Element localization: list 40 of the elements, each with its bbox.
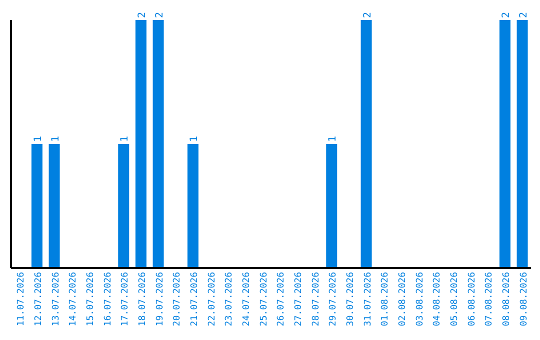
x-tick-label: 03.08.2026 [415,272,426,326]
x-tick-label: 22.07.2026 [207,272,218,326]
x-tick-label: 11.07.2026 [16,272,27,326]
x-tick-label: 28.07.2026 [311,272,322,326]
data-label: 1 [328,136,339,142]
x-tick-label: 08.08.2026 [502,272,512,326]
data-label: 2 [518,12,530,18]
x-tick-label: 15.07.2026 [86,272,96,326]
x-tick-label: 19.07.2026 [155,272,166,326]
data-label: 1 [188,136,200,142]
x-tick-label: 17.07.2026 [120,272,131,326]
x-tick-label: 25.07.2026 [259,272,270,326]
x-tick-label: 29.07.2026 [328,272,339,326]
x-tick-label: 02.08.2026 [398,272,408,326]
x-tick-label: 07.08.2026 [484,272,495,326]
x-tick-label: 18.07.2026 [138,272,148,326]
x-tick-label: 12.07.2026 [34,272,44,326]
x-tick-label: 01.08.2026 [380,272,391,326]
x-tick-label: 05.08.2026 [450,272,460,326]
data-label: 2 [500,12,512,18]
x-tick-label: 09.08.2026 [519,272,530,326]
x-tick-label: 04.08.2026 [432,272,443,326]
data-label: 1 [120,136,131,142]
data-label: 2 [154,12,166,18]
x-tick-label: 16.07.2026 [103,272,114,326]
x-tick-label: 20.07.2026 [172,272,183,326]
x-tick-label: 13.07.2026 [51,272,62,326]
data-label: 2 [362,12,374,18]
data-label: 2 [136,12,148,18]
x-tick-label: 06.08.2026 [467,272,478,326]
data-label: 1 [32,136,44,142]
x-tick-label: 26.07.2026 [276,272,287,326]
x-tick-label: 24.07.2026 [242,272,252,326]
x-tick-label: 27.07.2026 [294,272,304,326]
x-tick-label: 30.07.2026 [346,272,356,326]
data-label: 1 [50,136,62,142]
x-tick-label: 23.07.2026 [224,272,235,326]
x-tick-label: 31.07.2026 [363,272,374,326]
x-tick-label: 21.07.2026 [190,272,200,326]
x-tick-label: 14.07.2026 [68,272,79,326]
